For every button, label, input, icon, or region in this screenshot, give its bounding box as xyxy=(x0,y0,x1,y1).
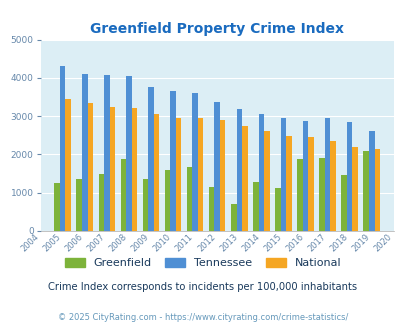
Bar xyxy=(324,118,330,231)
Bar xyxy=(164,170,170,231)
Bar xyxy=(87,103,93,231)
Title: Greenfield Property Crime Index: Greenfield Property Crime Index xyxy=(90,22,343,36)
Bar xyxy=(131,108,137,231)
Bar xyxy=(296,159,302,231)
Bar xyxy=(318,158,324,231)
Bar xyxy=(264,131,269,231)
Bar xyxy=(153,114,159,231)
Bar xyxy=(352,147,357,231)
Bar xyxy=(252,182,258,231)
Legend: Greenfield, Tennessee, National: Greenfield, Tennessee, National xyxy=(60,253,345,273)
Bar xyxy=(197,118,203,231)
Bar xyxy=(362,151,368,231)
Bar xyxy=(214,102,220,231)
Bar xyxy=(286,136,291,231)
Bar xyxy=(307,137,313,231)
Bar xyxy=(120,159,126,231)
Bar xyxy=(82,74,87,231)
Bar xyxy=(241,126,247,231)
Bar xyxy=(54,183,60,231)
Bar xyxy=(104,75,109,231)
Bar xyxy=(258,114,264,231)
Bar xyxy=(76,179,82,231)
Bar xyxy=(330,141,335,231)
Bar xyxy=(373,149,379,231)
Bar xyxy=(302,121,307,231)
Bar xyxy=(148,87,153,231)
Bar xyxy=(209,187,214,231)
Bar xyxy=(175,118,181,231)
Bar xyxy=(109,107,115,231)
Bar xyxy=(230,204,236,231)
Bar xyxy=(192,93,197,231)
Bar xyxy=(236,109,241,231)
Bar xyxy=(220,120,225,231)
Bar xyxy=(341,175,346,231)
Bar xyxy=(60,66,65,231)
Text: © 2025 CityRating.com - https://www.cityrating.com/crime-statistics/: © 2025 CityRating.com - https://www.city… xyxy=(58,313,347,322)
Bar xyxy=(186,167,192,231)
Bar xyxy=(65,99,71,231)
Text: Crime Index corresponds to incidents per 100,000 inhabitants: Crime Index corresponds to incidents per… xyxy=(48,282,357,292)
Bar xyxy=(170,91,175,231)
Bar xyxy=(280,118,286,231)
Bar xyxy=(275,188,280,231)
Bar xyxy=(126,76,131,231)
Bar xyxy=(98,174,104,231)
Bar xyxy=(368,131,373,231)
Bar xyxy=(346,122,352,231)
Bar xyxy=(142,179,148,231)
